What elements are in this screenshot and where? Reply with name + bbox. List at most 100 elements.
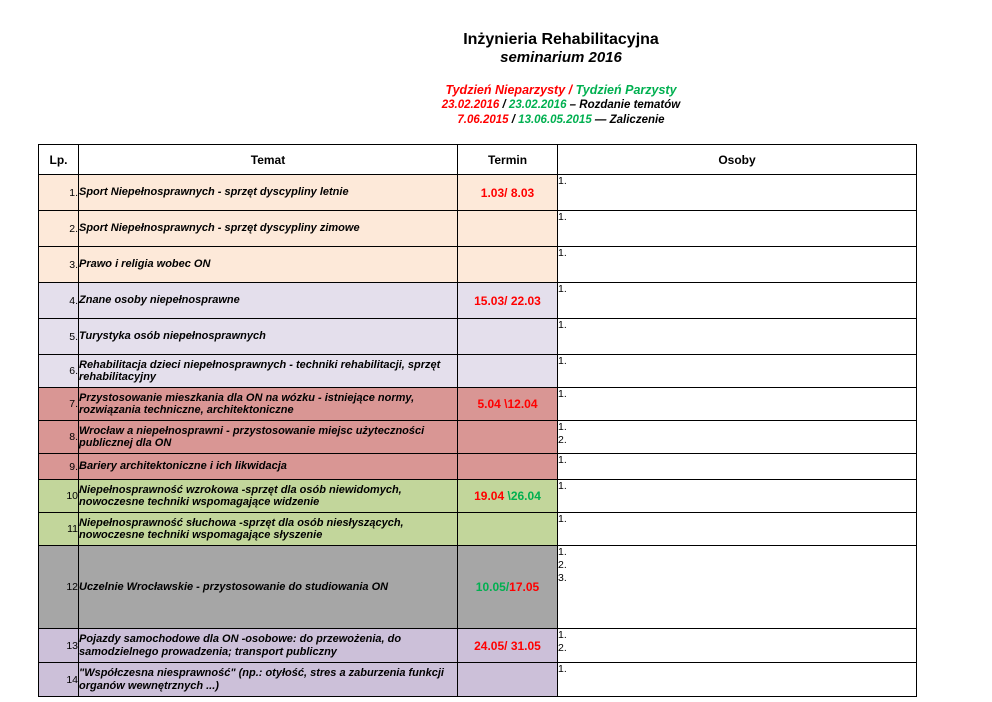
- even-week-label: Tydzień Parzysty: [575, 83, 677, 97]
- weeks-legend: Tydzień Nieparzysty / Tydzień Parzysty: [130, 82, 992, 98]
- people-cell: 1.: [557, 512, 917, 546]
- row-number: 3.: [38, 246, 79, 283]
- person-slot: 1.: [558, 211, 567, 224]
- person-slot: 2.: [558, 559, 567, 571]
- row-number: 12: [38, 545, 79, 629]
- person-slot: 1.: [558, 663, 567, 676]
- people-cell: 1.: [557, 479, 917, 513]
- table-row: 2. Sport Niepełnosprawnych - sprzęt dysc…: [38, 210, 917, 247]
- row-number: 4.: [38, 282, 79, 319]
- header-lp: Lp.: [38, 144, 79, 175]
- date-cell: 1.03/ 8.03: [457, 174, 558, 211]
- date-cell: 19.04 \26.04: [457, 479, 558, 513]
- date-cell: [457, 453, 558, 480]
- date-part: 24.05/ 31.05: [474, 638, 541, 653]
- handout-date-even: 23.02.2016: [508, 99, 567, 111]
- people-cell: 1. 2.: [557, 420, 917, 454]
- person-slot: 2.: [558, 434, 567, 446]
- person-slot: 1.: [558, 454, 567, 467]
- header-termin: Termin: [457, 144, 558, 175]
- handout-date-odd: 23.02.2016: [441, 99, 500, 111]
- date-part: \26.04: [507, 489, 541, 503]
- row-number: 2.: [38, 210, 79, 247]
- person-slot: 1.: [558, 355, 567, 368]
- date-cell: [457, 662, 558, 697]
- topic-cell: Prawo i religia wobec ON: [78, 246, 458, 283]
- row-number: 10: [38, 479, 79, 513]
- people-cell: 1. 2. 3.: [557, 545, 917, 629]
- date-separator: /: [508, 114, 519, 126]
- people-cell: 1.: [557, 354, 917, 388]
- person-slot: 1.: [558, 546, 567, 559]
- table-row: 8. Wrocław a niepełnosprawni - przystoso…: [38, 420, 917, 454]
- date-cell: 5.04 \12.04: [457, 387, 558, 421]
- row-number: 6.: [38, 354, 79, 388]
- date-separator: /: [499, 99, 509, 111]
- people-cell: 1.: [557, 174, 917, 211]
- seminar-schedule-table: Lp. Temat Termin Osoby 1. Sport Niepełno…: [38, 144, 917, 697]
- person-slot: 1.: [558, 480, 567, 493]
- date-cell: 10.05/17.05: [457, 545, 558, 629]
- person-slot: 1.: [558, 629, 567, 642]
- date-part: 1.03/ 8.03: [480, 185, 535, 200]
- row-number: 14: [38, 662, 79, 697]
- person-slot: 1.: [558, 421, 567, 434]
- table-header-row: Lp. Temat Termin Osoby: [38, 144, 917, 175]
- handout-date-line: 23.02.2016 / 23.02.2016 – Rozdanie temat…: [130, 98, 992, 113]
- topic-cell: Rehabilitacja dzieci niepełnosprawnych -…: [78, 354, 458, 388]
- table-row: 3. Prawo i religia wobec ON 1.: [38, 246, 917, 283]
- topic-cell: Wrocław a niepełnosprawni - przystosowan…: [78, 420, 458, 454]
- topic-cell: Bariery architektoniczne i ich likwidacj…: [78, 453, 458, 480]
- date-part: 19.04: [474, 489, 508, 503]
- credit-date-line: 7.06.2015 / 13.06.05.2015 — Zaliczenie: [130, 113, 992, 128]
- row-number: 8.: [38, 420, 79, 454]
- people-cell: 1.: [557, 387, 917, 421]
- people-cell: 1.: [557, 246, 917, 283]
- handout-label: – Rozdanie tematów: [566, 99, 681, 111]
- people-cell: 1.: [557, 453, 917, 480]
- person-slot: 1.: [558, 513, 567, 526]
- topic-cell: Znane osoby niepełnosprawne: [78, 282, 458, 319]
- credit-date-even: 13.06.05.2015: [518, 114, 592, 126]
- topic-cell: Turystyka osób niepełnosprawnych: [78, 318, 458, 355]
- people-cell: 1. 2.: [557, 628, 917, 663]
- row-number: 7.: [38, 387, 79, 421]
- topic-cell: Przystosowanie mieszkania dla ON na wózk…: [78, 387, 458, 421]
- date-cell: [457, 512, 558, 546]
- page-title: Inżynieria Rehabilitacyjna: [463, 31, 659, 48]
- table-row: 4. Znane osoby niepełnosprawne 15.03/ 22…: [38, 282, 917, 319]
- week-separator: /: [565, 83, 576, 97]
- date-part: 17.05: [509, 580, 540, 594]
- table-row: 13 Pojazdy samochodowe dla ON -osobowe: …: [38, 628, 917, 663]
- topic-cell: "Współczesna niesprawność" (np.: otyłość…: [78, 662, 458, 697]
- topic-cell: Pojazdy samochodowe dla ON -osobowe: do …: [78, 628, 458, 663]
- table-row: 10 Niepełnosprawność wzrokowa -sprzęt dl…: [38, 479, 917, 513]
- table-row: 1. Sport Niepełnosprawnych - sprzęt dysc…: [38, 174, 917, 211]
- date-part: 10.05/: [475, 580, 510, 594]
- date-cell: [457, 246, 558, 283]
- date-cell: [457, 354, 558, 388]
- row-number: 5.: [38, 318, 79, 355]
- people-cell: 1.: [557, 318, 917, 355]
- date-cell: [457, 210, 558, 247]
- person-slot: 3.: [558, 572, 567, 584]
- table-row: 5. Turystyka osób niepełnosprawnych 1.: [38, 318, 917, 355]
- people-cell: 1.: [557, 662, 917, 697]
- topic-cell: Niepełnosprawność słuchowa -sprzęt dla o…: [78, 512, 458, 546]
- page-subtitle: seminarium 2016: [500, 49, 622, 66]
- person-slot: 1.: [558, 175, 567, 188]
- person-slot: 1.: [558, 388, 567, 401]
- table-row: 12 Uczelnie Wrocławskie - przystosowanie…: [38, 545, 917, 629]
- odd-week-label: Tydzień Nieparzysty: [445, 83, 566, 97]
- credit-label: — Zaliczenie: [591, 114, 665, 126]
- topic-cell: Niepełnosprawność wzrokowa -sprzęt dla o…: [78, 479, 458, 513]
- topic-cell: Sport Niepełnosprawnych - sprzęt dyscypl…: [78, 210, 458, 247]
- people-cell: 1.: [557, 210, 917, 247]
- table-row: 14 "Współczesna niesprawność" (np.: otył…: [38, 662, 917, 697]
- date-cell: [457, 318, 558, 355]
- table-row: 6. Rehabilitacja dzieci niepełnosprawnyc…: [38, 354, 917, 388]
- row-number: 11: [38, 512, 79, 546]
- row-number: 1.: [38, 174, 79, 211]
- row-number: 13: [38, 628, 79, 663]
